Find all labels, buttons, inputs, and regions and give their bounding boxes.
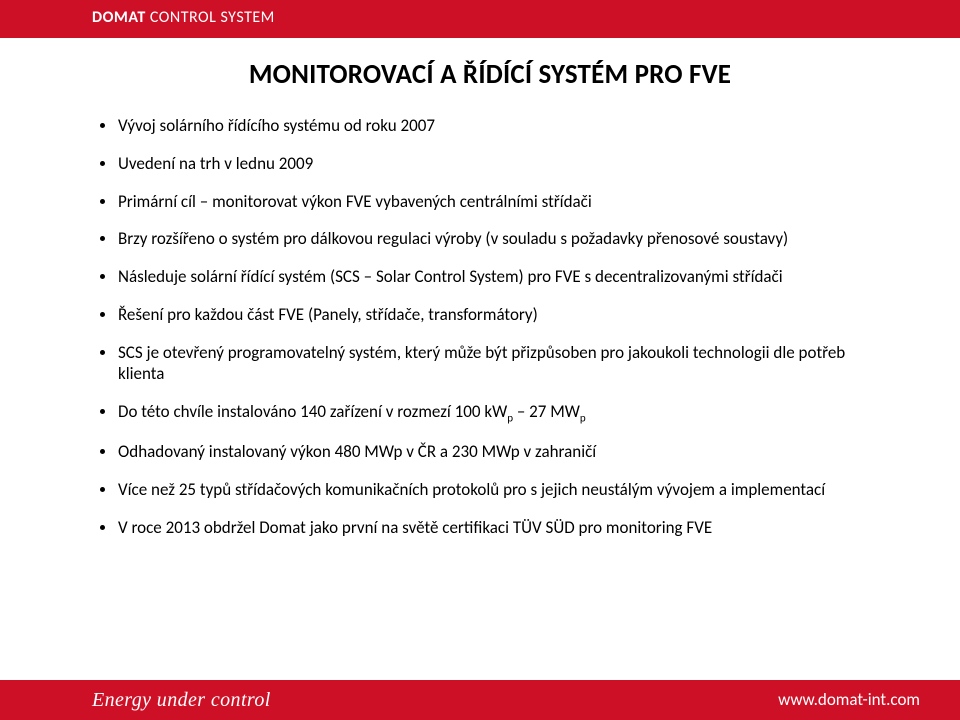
list-item: Brzy rozšířeno o systém pro dálkovou reg…: [100, 228, 880, 250]
page-title: MONITOROVACÍ A ŘÍDÍCÍ SYSTÉM PRO FVE: [100, 58, 880, 91]
list-item: Do této chvíle instalováno 140 zařízení …: [100, 401, 880, 425]
bullet-list: Vývoj solárního řídícího systému od roku…: [100, 115, 880, 539]
list-item: Vývoj solárního řídícího systému od roku…: [100, 115, 880, 137]
footer-url: www.domat-int.com: [778, 689, 920, 710]
list-item: V roce 2013 obdržel Domat jako první na …: [100, 517, 880, 539]
brand-light: CONTROL SYSTEM: [150, 8, 275, 27]
header-bar: DOMAT CONTROL SYSTEM: [0, 0, 960, 38]
list-item: Odhadovaný instalovaný výkon 480 MWp v Č…: [100, 441, 880, 463]
brand: DOMAT CONTROL SYSTEM: [92, 8, 275, 27]
slide: DOMAT CONTROL SYSTEM MONITOROVACÍ A ŘÍDÍ…: [0, 0, 960, 720]
list-item: Následuje solární řídící systém (SCS – S…: [100, 266, 880, 288]
list-item: Řešení pro každou část FVE (Panely, stří…: [100, 304, 880, 326]
footer-bar: Energy under control www.domat-int.com: [0, 680, 960, 720]
list-item: Primární cíl – monitorovat výkon FVE vyb…: [100, 191, 880, 213]
list-item: Více než 25 typů střídačových komunikačn…: [100, 479, 880, 501]
list-item: SCS je otevřený programovatelný systém, …: [100, 342, 880, 386]
content: MONITOROVACÍ A ŘÍDÍCÍ SYSTÉM PRO FVE Výv…: [0, 58, 960, 555]
brand-bold: DOMAT: [92, 8, 146, 27]
list-item: Uvedení na trh v lednu 2009: [100, 153, 880, 175]
tagline: Energy under control: [92, 689, 271, 712]
